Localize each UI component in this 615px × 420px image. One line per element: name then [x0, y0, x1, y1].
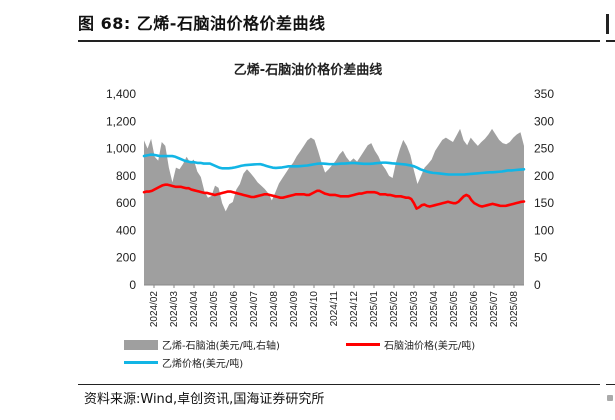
x-tick-label: 2024/10 — [309, 291, 320, 328]
x-tick-label: 2024/07 — [249, 291, 260, 328]
legend-swatch-spread — [124, 339, 158, 350]
title-rule — [78, 40, 600, 42]
bottom-rule — [78, 384, 600, 385]
naphtha-line — [142, 183, 526, 210]
right-tick-label: 100 — [534, 223, 554, 237]
chart-legend: 乙烯-石脑油(美元/吨,右轴) 石脑油价格(美元/吨) 乙烯价格(美元/吨) — [124, 333, 544, 373]
right-stub-rule — [606, 40, 615, 42]
x-tick-label: 2025/08 — [509, 291, 520, 328]
x-tick-label: 2024/11 — [329, 291, 340, 327]
right-stub-top — [606, 14, 609, 34]
left-tick-label: 0 — [129, 278, 136, 292]
figure-header: 图 68: 乙烯-石脑油价格价差曲线 — [78, 10, 598, 36]
x-tick-label: 2024/02 — [149, 291, 160, 328]
figure-title: 图 68: 乙烯-石脑油价格价差曲线 — [78, 14, 326, 33]
x-tick-label: 2025/02 — [389, 291, 400, 328]
right-tick-label: 50 — [534, 251, 548, 265]
legend-swatch-naphtha — [346, 343, 380, 346]
right-tick-label: 150 — [534, 196, 554, 210]
source-note: 资料来源:Wind,卓创资讯,国海证券研究所 — [84, 392, 325, 407]
x-tick-label: 2025/05 — [449, 291, 460, 328]
legend-label-ethylene: 乙烯价格(美元/吨) — [162, 359, 244, 370]
right-tick-label: 250 — [534, 142, 554, 156]
x-tick-label: 2024/03 — [169, 291, 180, 328]
legend-label-spread: 乙烯-石脑油(美元/吨,右轴) — [162, 341, 280, 352]
x-tick-label: 2025/04 — [429, 291, 440, 328]
left-tick-label: 1,200 — [106, 114, 136, 128]
left-tick-label: 400 — [116, 223, 136, 237]
chart-title: 乙烯-石脑油价格价差曲线 — [233, 63, 383, 78]
right-tick-label: 350 — [534, 87, 554, 101]
right-stub-bottom — [606, 384, 615, 385]
x-tick-label: 2024/06 — [229, 291, 240, 328]
x-tick-label: 2024/09 — [289, 291, 300, 328]
legend-swatch-ethylene — [124, 361, 158, 364]
right-tick-label: 0 — [534, 278, 541, 292]
left-tick-label: 800 — [116, 169, 136, 183]
legend-label-naphtha: 石脑油价格(美元/吨) — [384, 341, 476, 352]
legend-item-naphtha: 石脑油价格(美元/吨) — [346, 337, 475, 352]
right-stub-bottom-mark — [607, 395, 613, 401]
left-tick-label: 1,400 — [106, 87, 136, 101]
x-tick-label: 2025/07 — [489, 291, 500, 328]
right-tick-label: 200 — [534, 169, 554, 183]
ethylene-line — [142, 153, 526, 176]
x-tick-label: 2025/01 — [369, 291, 380, 328]
spread-area — [144, 128, 524, 285]
left-tick-label: 200 — [116, 251, 136, 265]
legend-item-ethylene: 乙烯价格(美元/吨) — [124, 355, 243, 370]
x-tick-label: 2025/03 — [409, 291, 420, 328]
x-tick-label: 2025/06 — [469, 291, 480, 328]
x-tick-label: 2024/08 — [269, 291, 280, 328]
chart-svg: 0 200 400 600 800 1,000 1,200 1,400 0 50 100 150 200… — [106, 87, 554, 328]
left-tick-label: 1,000 — [106, 142, 136, 156]
x-tick-label: 2024/12 — [349, 291, 360, 328]
x-tick-label: 2024/04 — [189, 291, 200, 328]
left-tick-label: 600 — [116, 196, 136, 210]
right-tick-label: 300 — [534, 114, 554, 128]
legend-item-spread: 乙烯-石脑油(美元/吨,右轴) — [124, 337, 280, 352]
x-tick-label: 2024/05 — [209, 291, 220, 328]
